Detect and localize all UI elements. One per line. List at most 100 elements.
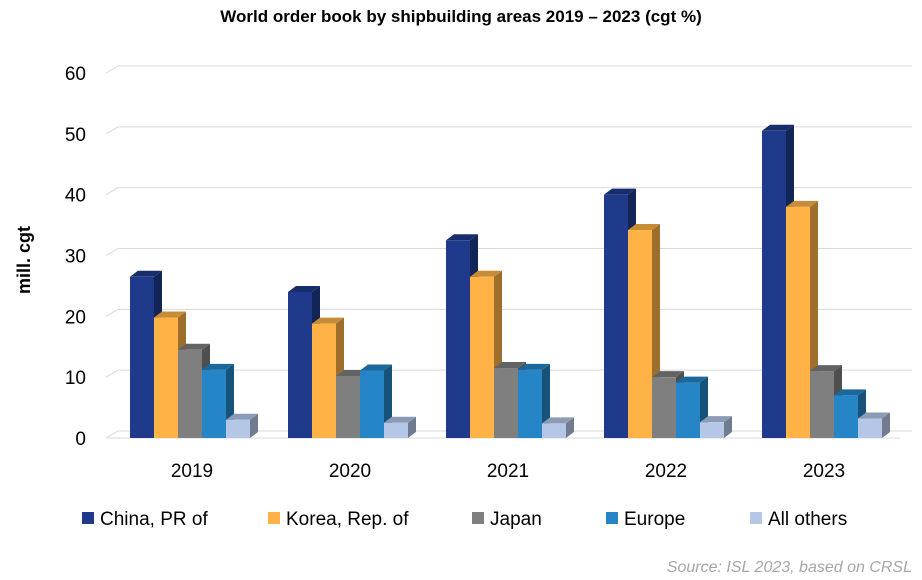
- legend-item: Europe: [606, 509, 685, 530]
- bar-top: [810, 365, 842, 372]
- bar-front: [446, 240, 470, 438]
- x-tick-label: 2022: [645, 461, 687, 482]
- bar-front: [154, 317, 178, 438]
- legend-item: Japan: [472, 509, 542, 530]
- bar-front: [494, 368, 518, 438]
- legend-label: All others: [768, 509, 847, 530]
- bar-top: [202, 363, 234, 370]
- y-tick-label: 10: [65, 368, 86, 389]
- y-tick-label: 50: [65, 125, 86, 146]
- legend-swatch: [268, 512, 280, 524]
- legend-swatch: [472, 512, 484, 524]
- bar-side: [724, 416, 732, 438]
- bar-front: [786, 206, 810, 438]
- bar-front: [384, 422, 408, 438]
- bar: [700, 416, 732, 438]
- bar-front: [312, 323, 336, 438]
- legend-label: Japan: [490, 509, 542, 530]
- bar-front: [518, 369, 542, 438]
- bar-top: [786, 200, 818, 207]
- bar: [360, 364, 392, 438]
- bar-front: [762, 130, 786, 438]
- bar-front: [178, 349, 202, 438]
- bar-top: [178, 343, 210, 350]
- bar-front: [470, 276, 494, 438]
- bar-front: [336, 375, 360, 438]
- legend-swatch: [750, 512, 762, 524]
- x-tick-label: 2021: [487, 461, 529, 482]
- bar-front: [542, 423, 566, 438]
- bar: [542, 417, 574, 438]
- bar-front: [226, 419, 250, 438]
- bar-top: [628, 223, 660, 230]
- bar: [384, 416, 416, 438]
- bar-front: [202, 369, 226, 438]
- bar-front: [360, 370, 384, 438]
- legend-label: China, PR of: [100, 509, 208, 530]
- bar-top: [360, 364, 392, 371]
- x-axis-ticks: 2019 2020 2021 2022 2023: [171, 461, 845, 482]
- bar-top: [518, 363, 550, 370]
- bar-top: [834, 389, 866, 396]
- bar-top: [858, 412, 890, 419]
- bar-top: [604, 188, 636, 195]
- source-note: Source: ISL 2023, based on CRSL: [667, 559, 912, 576]
- bar: [202, 363, 234, 438]
- gridline: [105, 126, 912, 135]
- y-tick-label: 20: [65, 307, 86, 328]
- legend: China, PR of Korea, Rep. of Japan Europe All…: [82, 509, 847, 530]
- bar-top: [470, 270, 502, 277]
- legend-item: All others: [750, 509, 847, 530]
- bar-top: [154, 311, 186, 318]
- bar-front: [130, 276, 154, 438]
- bar-top: [312, 317, 344, 324]
- y-axis-label: mill. cgt: [14, 226, 34, 294]
- legend-label: Korea, Rep. of: [286, 509, 409, 530]
- bars: [130, 124, 890, 439]
- x-tick-label: 2023: [803, 461, 845, 482]
- bar: [858, 412, 890, 438]
- legend-swatch: [606, 512, 618, 524]
- bar-top: [494, 362, 526, 369]
- gridline: [105, 65, 912, 74]
- y-axis-ticks: 0 10 20 30 40 50 60: [65, 64, 86, 450]
- bar-front: [810, 371, 834, 438]
- bar-front: [288, 292, 312, 438]
- bar-front: [652, 377, 676, 438]
- bar: [226, 413, 258, 438]
- bar-front: [834, 395, 858, 438]
- y-tick-label: 30: [65, 247, 86, 268]
- bar-front: [700, 422, 724, 438]
- bar: [810, 365, 842, 438]
- bar: [130, 270, 162, 438]
- bar-top: [542, 417, 574, 424]
- bar-top: [676, 376, 708, 383]
- bar-side: [408, 416, 416, 438]
- bar-front: [858, 418, 882, 438]
- chart-title: World order book by shipbuilding areas 2…: [220, 7, 701, 26]
- legend-label: Europe: [624, 509, 685, 530]
- bar-top: [700, 416, 732, 423]
- legend-swatch: [82, 512, 94, 524]
- bar-side: [566, 417, 574, 438]
- legend-item: China, PR of: [82, 509, 208, 530]
- y-tick-label: 0: [75, 429, 86, 450]
- bar-front: [676, 382, 700, 438]
- bar-top: [130, 270, 162, 277]
- x-tick-label: 2019: [171, 461, 213, 482]
- bar-side: [250, 413, 258, 438]
- bar-top: [384, 416, 416, 423]
- x-tick-label: 2020: [329, 461, 371, 482]
- y-tick-label: 60: [65, 64, 86, 85]
- gridline: [105, 187, 912, 196]
- bar-top: [652, 371, 684, 378]
- y-tick-label: 40: [65, 186, 86, 207]
- bar: [786, 200, 818, 438]
- bar-top: [226, 413, 258, 420]
- bar-side: [882, 412, 890, 438]
- bar-top: [446, 234, 478, 241]
- legend-item: Korea, Rep. of: [268, 509, 409, 530]
- bar-top: [288, 286, 320, 292]
